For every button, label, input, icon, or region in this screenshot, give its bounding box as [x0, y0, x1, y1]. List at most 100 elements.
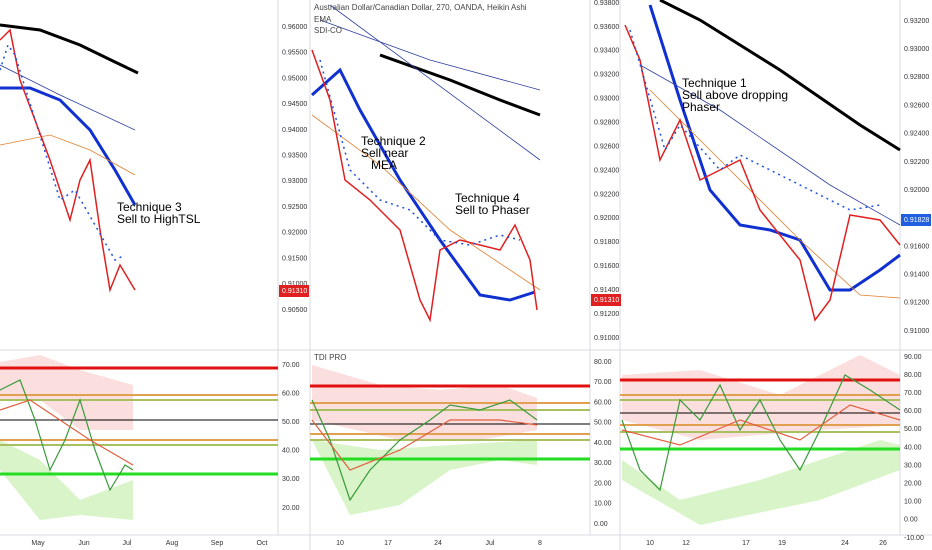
annotation: Technique 2 — [361, 134, 426, 148]
oscillator-axis-label: 0.00 — [904, 517, 918, 524]
oscillator-axis-label: 30.00 — [594, 460, 612, 467]
time-axis-label: 24 — [434, 540, 442, 547]
annotation: Sell near — [361, 146, 408, 160]
legend-item: SDI-CO — [314, 26, 342, 35]
oscillator-axis-label: 40.00 — [904, 444, 922, 451]
annotation: Technique 4 — [455, 191, 520, 205]
time-axis-label: Jun — [78, 540, 89, 547]
oscillator-axis-label: 40.00 — [594, 440, 612, 447]
time-axis-label: 10 — [646, 540, 654, 547]
price-axis-label: 0.95500 — [282, 50, 307, 57]
price-axis-label: 0.91200 — [904, 300, 929, 307]
price-axis-label: 0.92200 — [904, 159, 929, 166]
time-axis-label: 17 — [742, 540, 750, 547]
annotation: Phaser — [682, 100, 720, 114]
price-axis-label: 0.96000 — [282, 24, 307, 31]
price-axis-label: 0.93800 — [594, 0, 619, 7]
oscillator-axis-label: 50.00 — [904, 426, 922, 433]
price-axis-label: 0.91000 — [904, 328, 929, 335]
oscillator-axis-label: 60.00 — [904, 408, 922, 415]
indicator-name: TDI PRO — [314, 353, 346, 362]
price-candles — [0, 24, 901, 323]
oscillator-axis-label: -10.00 — [904, 535, 924, 542]
price-axis-label: 0.92000 — [904, 187, 929, 194]
oscillator-axis-label: 0.00 — [594, 521, 608, 528]
oscillator-axis-label: 80.00 — [904, 372, 922, 379]
oscillator-axis-label: 50.00 — [282, 419, 300, 426]
oscillator-axis-label: 70.00 — [282, 362, 300, 369]
oscillator-axis-label: 70.00 — [904, 390, 922, 397]
price-axis-label: 0.93000 — [594, 96, 619, 103]
oscillator-axis-label: 60.00 — [282, 390, 300, 397]
price-tag-bg — [279, 285, 309, 297]
price-axis-label: 0.91400 — [594, 287, 619, 294]
annotation: Technique 1 — [682, 76, 747, 90]
time-axis-label: 10 — [336, 540, 344, 547]
time-axis-label: 17 — [384, 540, 392, 547]
price-axis-label: 0.94500 — [282, 101, 307, 108]
oscillator-axis-label: 80.00 — [594, 359, 612, 366]
price-axis-label: 0.94000 — [282, 127, 307, 134]
oscillator-axis-label: 90.00 — [904, 354, 922, 361]
oscillator-axis-label: 20.00 — [594, 480, 612, 487]
price-tag-bg — [901, 214, 931, 226]
oscillator-axis-label: 10.00 — [594, 501, 612, 508]
price-axis-label: 0.93200 — [594, 72, 619, 79]
oscillator-axis-label: 10.00 — [904, 499, 922, 506]
price-tag-bg — [591, 294, 621, 306]
oscillator-axis-label: 20.00 — [282, 505, 300, 512]
price-axis-label: 0.95000 — [282, 75, 307, 82]
time-axis-label: Aug — [166, 540, 179, 547]
oscillator-levels — [0, 366, 900, 476]
price-axis-label: 0.91500 — [282, 255, 307, 262]
annotation: Technique 3 — [117, 200, 182, 214]
price-axis-label: 0.91800 — [594, 239, 619, 246]
price-axis-label: 0.91400 — [904, 271, 929, 278]
price-axis-label: 0.92000 — [282, 230, 307, 237]
price-axis-label: 0.93000 — [282, 178, 307, 185]
price-axis-label: 0.93400 — [594, 48, 619, 55]
time-axis-label: May — [31, 540, 45, 547]
price-tag: 0.91310 — [594, 297, 619, 304]
price-axis-label: 0.92400 — [904, 131, 929, 138]
price-axis-label: 0.92800 — [904, 74, 929, 81]
annotation: Sell to HighTSL — [117, 212, 201, 226]
price-axis-label: 0.91000 — [282, 281, 307, 288]
time-axis-label: 12 — [682, 540, 690, 547]
price-axis-label: 0.92200 — [594, 191, 619, 198]
price-tag: 0.91828 — [904, 217, 929, 224]
price-axis-label: 0.91200 — [594, 311, 619, 318]
price-axis-label: 0.90500 — [282, 307, 307, 314]
legend-item: EMA — [314, 15, 332, 24]
oscillator-axis-label: 50.00 — [594, 420, 612, 427]
annotation: MEA — [371, 158, 397, 172]
time-axis-label: Jul — [486, 540, 495, 547]
time-axis-label: Sep — [211, 540, 224, 547]
price-tag: 0.91310 — [282, 288, 307, 295]
chart-header: Australian Dollar/Canadian Dollar, 270, … — [314, 3, 527, 12]
time-axis-label: 26 — [879, 540, 887, 547]
price-axis-label: 0.91000 — [594, 335, 619, 342]
price-axis-label: 0.91600 — [594, 263, 619, 270]
price-axis-label: 0.92400 — [594, 167, 619, 174]
price-axis-label: 0.92800 — [594, 119, 619, 126]
annotation: Sell to Phaser — [455, 203, 530, 217]
oscillator-axis-label: 70.00 — [594, 379, 612, 386]
oscillator-axis-label: 30.00 — [282, 476, 300, 483]
annotation: Sell above dropping — [682, 88, 788, 102]
oscillator-axis-label: 30.00 — [904, 462, 922, 469]
oscillator-axis-label: 60.00 — [594, 399, 612, 406]
price-axis-label: 0.93500 — [282, 152, 307, 159]
price-axis-label: 0.92500 — [282, 204, 307, 211]
time-axis-label: Oct — [257, 540, 268, 547]
price-axis-label: 0.92600 — [594, 143, 619, 150]
oscillator-lines — [0, 374, 901, 502]
price-axis-label: 0.93000 — [904, 46, 929, 53]
oscillator-axis-label: 40.00 — [282, 448, 300, 455]
oscillator-axis-label: 20.00 — [904, 481, 922, 488]
time-axis-label: 19 — [778, 540, 786, 547]
time-axis-label: 24 — [841, 540, 849, 547]
price-axis-label: 0.93600 — [594, 24, 619, 31]
